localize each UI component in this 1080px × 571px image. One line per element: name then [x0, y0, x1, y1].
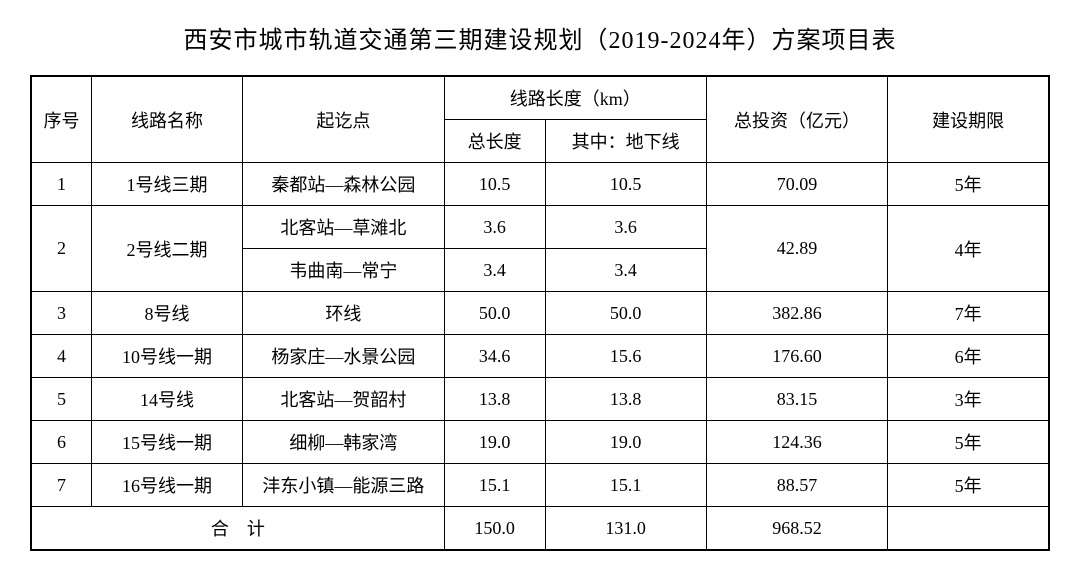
header-period: 建设期限	[888, 76, 1049, 163]
cell-underground-length: 3.6	[545, 206, 706, 249]
cell-seq: 5	[31, 378, 91, 421]
cell-line-name: 2号线二期	[91, 206, 242, 292]
cell-investment: 382.86	[706, 292, 887, 335]
cell-seq: 2	[31, 206, 91, 292]
cell-period: 5年	[888, 464, 1049, 507]
cell-total-length: 50.0	[444, 292, 545, 335]
cell-total-length: 10.5	[444, 163, 545, 206]
cell-total-length: 3.4	[444, 249, 545, 292]
table-row: 615号线一期细柳—韩家湾19.019.0124.365年	[31, 421, 1049, 464]
cell-total-length: 3.6	[444, 206, 545, 249]
cell-seq: 1	[31, 163, 91, 206]
cell-total-label: 合 计	[31, 507, 444, 551]
table-row: 22号线二期北客站—草滩北3.63.642.894年	[31, 206, 1049, 249]
header-total-length: 总长度	[444, 120, 545, 163]
cell-underground-length: 50.0	[545, 292, 706, 335]
cell-investment: 42.89	[706, 206, 887, 292]
table-row: 11号线三期秦都站—森林公园10.510.570.095年	[31, 163, 1049, 206]
cell-seq: 6	[31, 421, 91, 464]
cell-route: 沣东小镇—能源三路	[243, 464, 445, 507]
cell-underground-length: 19.0	[545, 421, 706, 464]
table-row: 514号线北客站—贺韶村13.813.883.153年	[31, 378, 1049, 421]
cell-seq: 3	[31, 292, 91, 335]
table-row-total: 合 计150.0131.0968.52	[31, 507, 1049, 551]
cell-period: 3年	[888, 378, 1049, 421]
cell-total-length: 15.1	[444, 464, 545, 507]
cell-investment: 83.15	[706, 378, 887, 421]
cell-route: 韦曲南—常宁	[243, 249, 445, 292]
cell-period: 5年	[888, 163, 1049, 206]
header-line-name: 线路名称	[91, 76, 242, 163]
cell-investment: 70.09	[706, 163, 887, 206]
cell-total-total-length: 150.0	[444, 507, 545, 551]
cell-investment: 88.57	[706, 464, 887, 507]
cell-total-underground-length: 131.0	[545, 507, 706, 551]
cell-route: 秦都站—森林公园	[243, 163, 445, 206]
header-investment: 总投资（亿元）	[706, 76, 887, 163]
table-row: 410号线一期杨家庄—水景公园34.615.6176.606年	[31, 335, 1049, 378]
cell-underground-length: 15.1	[545, 464, 706, 507]
cell-total-length: 34.6	[444, 335, 545, 378]
cell-total-length: 19.0	[444, 421, 545, 464]
cell-route: 北客站—贺韶村	[243, 378, 445, 421]
cell-investment: 176.60	[706, 335, 887, 378]
cell-underground-length: 3.4	[545, 249, 706, 292]
cell-period: 7年	[888, 292, 1049, 335]
cell-underground-length: 10.5	[545, 163, 706, 206]
cell-underground-length: 13.8	[545, 378, 706, 421]
cell-seq: 4	[31, 335, 91, 378]
cell-total-investment: 968.52	[706, 507, 887, 551]
cell-line-name: 14号线	[91, 378, 242, 421]
header-route: 起讫点	[243, 76, 445, 163]
cell-route: 北客站—草滩北	[243, 206, 445, 249]
cell-route: 细柳—韩家湾	[243, 421, 445, 464]
cell-line-name: 1号线三期	[91, 163, 242, 206]
cell-period: 6年	[888, 335, 1049, 378]
page-title: 西安市城市轨道交通第三期建设规划（2019-2024年）方案项目表	[30, 20, 1050, 55]
project-table: 序号 线路名称 起讫点 线路长度（km） 总投资（亿元） 建设期限 总长度 其中…	[30, 75, 1050, 551]
table-header: 序号 线路名称 起讫点 线路长度（km） 总投资（亿元） 建设期限 总长度 其中…	[31, 76, 1049, 163]
cell-route: 杨家庄—水景公园	[243, 335, 445, 378]
cell-total-length: 13.8	[444, 378, 545, 421]
cell-period: 5年	[888, 421, 1049, 464]
cell-line-name: 8号线	[91, 292, 242, 335]
header-length-group: 线路长度（km）	[444, 76, 706, 120]
cell-total-period	[888, 507, 1049, 551]
cell-seq: 7	[31, 464, 91, 507]
cell-investment: 124.36	[706, 421, 887, 464]
cell-line-name: 10号线一期	[91, 335, 242, 378]
cell-line-name: 16号线一期	[91, 464, 242, 507]
cell-route: 环线	[243, 292, 445, 335]
cell-underground-length: 15.6	[545, 335, 706, 378]
cell-period: 4年	[888, 206, 1049, 292]
table-row: 38号线环线50.050.0382.867年	[31, 292, 1049, 335]
table-row: 716号线一期沣东小镇—能源三路15.115.188.575年	[31, 464, 1049, 507]
table-body: 11号线三期秦都站—森林公园10.510.570.095年22号线二期北客站—草…	[31, 163, 1049, 551]
header-underground-length: 其中：地下线	[545, 120, 706, 163]
cell-line-name: 15号线一期	[91, 421, 242, 464]
header-seq: 序号	[31, 76, 91, 163]
